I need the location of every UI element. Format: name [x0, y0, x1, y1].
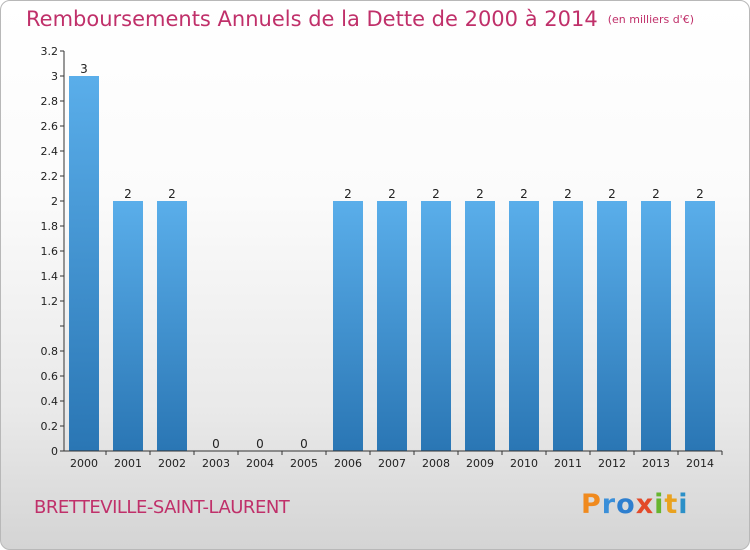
x-tick-label: 2010: [510, 457, 538, 470]
x-axis: 2000 2001 2002 2003 2004 2005 2006 2007 2008 2009…: [64, 450, 723, 470]
x-tick-label: 2012: [598, 457, 626, 470]
y-tick-label: 1.8: [41, 220, 59, 233]
chart-title: Remboursements Annuels de la Dette de 20…: [26, 7, 694, 31]
x-tick-label: 2013: [642, 457, 670, 470]
x-tick-label: 2003: [202, 457, 230, 470]
logo-letter: r: [601, 489, 617, 520]
x-tick-label: 2002: [158, 457, 186, 470]
data-label: 2: [696, 187, 704, 201]
data-label: 2: [432, 187, 440, 201]
y-tick-label: 3.2: [41, 45, 59, 58]
x-tick-label: 2011: [554, 457, 582, 470]
data-label: 2: [476, 187, 484, 201]
data-label: 0: [212, 437, 220, 451]
bars: 3 2 2 0 0 0 2 2 2 2 2 2 2 2 2: [69, 62, 715, 451]
bar: [509, 201, 539, 451]
logo-letter: i: [678, 489, 689, 520]
y-tick-label: 2.8: [41, 95, 59, 108]
x-tick-label: 2008: [422, 457, 450, 470]
y-tick-label: 1.4: [41, 270, 59, 283]
x-tick-label: 2009: [466, 457, 494, 470]
bar: [465, 201, 495, 451]
bar: [597, 201, 627, 451]
data-label: 2: [124, 187, 132, 201]
data-label: 2: [388, 187, 396, 201]
data-label: 3: [80, 62, 88, 76]
y-tick-label: 0.2: [41, 420, 59, 433]
bar: [553, 201, 583, 451]
logo-letter: t: [664, 489, 679, 520]
bar: [641, 201, 671, 451]
x-tick-label: 2001: [114, 457, 142, 470]
y-tick-label: 3: [51, 70, 58, 83]
x-tick-label: 2014: [686, 457, 714, 470]
y-tick-label: 2.6: [41, 120, 59, 133]
data-label: 2: [344, 187, 352, 201]
proxiti-logo: Proxiti: [581, 489, 689, 520]
chart-title-text: Remboursements Annuels de la Dette de 20…: [26, 7, 598, 31]
y-tick-label: 0.6: [41, 370, 59, 383]
y-tick-label: 2.2: [41, 170, 59, 183]
bar: [69, 76, 99, 451]
x-tick-label: 2007: [378, 457, 406, 470]
logo-letter: x: [635, 489, 655, 520]
data-label: 2: [608, 187, 616, 201]
x-tick-label: 2005: [290, 457, 318, 470]
data-label: 2: [168, 187, 176, 201]
x-tick-label: 2006: [334, 457, 362, 470]
logo-letter: i: [654, 489, 665, 520]
logo-letter: o: [616, 489, 636, 520]
bar: [377, 201, 407, 451]
x-tick-label: 2000: [70, 457, 98, 470]
data-label: 2: [520, 187, 528, 201]
bar: [685, 201, 715, 451]
bar-chart: 00.20.40.60.81.21.41.61.822.22.42.62.833…: [41, 45, 723, 470]
x-tick-label: 2004: [246, 457, 274, 470]
y-axis: 0 0.2 0.4 0.6 0.8 1.2 1.4 1.6 1.8 2 2.2 2.4 2.6 2.8 3 3…: [41, 45, 65, 458]
y-tick-label: 0.8: [41, 345, 59, 358]
y-tick-label: 1.2: [41, 295, 59, 308]
data-label: 2: [652, 187, 660, 201]
y-tick-label: 2.4: [41, 145, 59, 158]
bar: [157, 201, 187, 451]
chart-unit: (en milliers d'€): [607, 13, 694, 26]
bar: [113, 201, 143, 451]
logo-letter: P: [581, 489, 602, 520]
y-tick-label: 1.6: [41, 245, 59, 258]
data-label: 0: [300, 437, 308, 451]
y-tick-label: 0: [51, 445, 58, 458]
data-label: 0: [256, 437, 264, 451]
y-tick-label: 2: [51, 195, 58, 208]
commune-name: BRETTEVILLE-SAINT-LAURENT: [34, 497, 290, 518]
bar: [333, 201, 363, 451]
y-tick-label: 0.4: [41, 395, 59, 408]
bar: [421, 201, 451, 451]
data-label: 2: [564, 187, 572, 201]
